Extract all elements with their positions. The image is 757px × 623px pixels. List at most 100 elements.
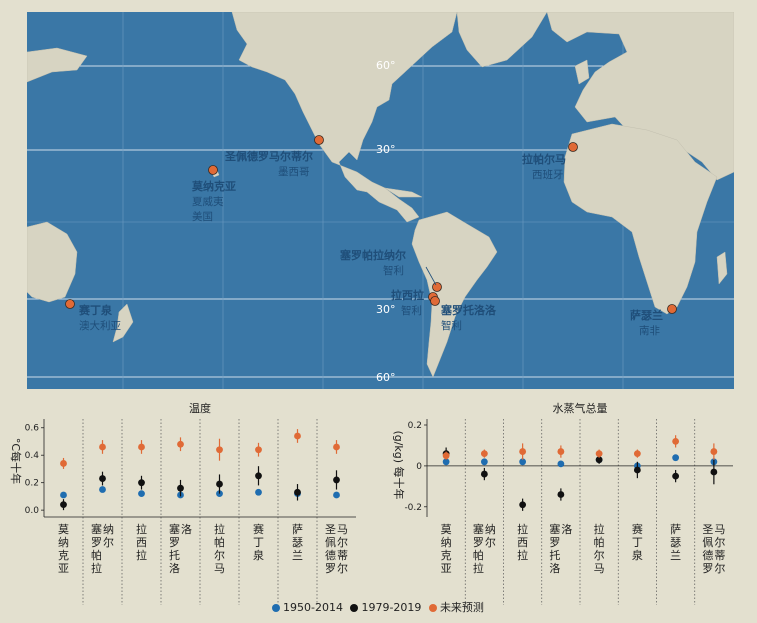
data-point (99, 443, 106, 451)
category-label: 塞罗托洛洛 (549, 522, 572, 575)
paranal-leader-line (425, 266, 437, 286)
water-vapour-chart: 水蒸气总量(g/kg) 每十年-0.200.2莫纳克亚塞罗帕拉纳尔拉西拉塞罗托洛… (392, 401, 733, 605)
y-tick-label: -0.2 (404, 503, 422, 513)
category-label-char: 洛 (181, 522, 192, 536)
category-label-char: 兰 (292, 549, 303, 562)
site-sub-tololo: 智利 (441, 319, 462, 332)
data-point (216, 446, 223, 454)
legend-swatch (272, 604, 280, 612)
madagascar (716, 251, 728, 285)
category-label-char: 佩 (325, 535, 336, 549)
category-label-char: 罗 (549, 536, 560, 549)
site-label-san-pedro-martir: 圣佩德罗马尔蒂尔 (224, 149, 313, 163)
north-america (231, 12, 458, 223)
data-point (138, 443, 145, 451)
category-label-char: 德 (702, 548, 713, 562)
data-point (442, 452, 450, 460)
category-label-char: 帕 (91, 548, 102, 562)
legend-item-future: 未来预测 (428, 601, 484, 614)
category-label-char: 丁 (253, 536, 264, 549)
data-point (557, 448, 565, 455)
category-label: 塞罗帕拉 纳尔 (91, 522, 114, 575)
category-label-char: 尔 (337, 562, 348, 575)
category-label-char: 泉 (253, 548, 264, 562)
category-label-char: 纳 (58, 536, 69, 549)
legend: 1950-2014 1979-2019 未来预测 (272, 599, 488, 615)
category-label-char: 罗 (169, 536, 180, 549)
site-sub-san-pedro-martir: 墨西哥 (278, 166, 310, 178)
uk (574, 59, 590, 85)
site-label-tololo: 塞罗托洛洛 (440, 303, 497, 317)
world-map: 60° 30° 30° 60° 赛丁泉 澳大利亚 莫纳克亚 夏威夷 美国 圣佩德… (27, 12, 734, 389)
category-label-char: 圣 (325, 523, 336, 536)
category-label-char: 拉 (517, 548, 528, 562)
category-label: 塞罗托洛洛 (169, 522, 192, 575)
marker-paranal[interactable] (432, 282, 442, 292)
y-tick-label: 0 (416, 462, 422, 472)
category-label-char: 西 (517, 536, 528, 549)
site-sub-la-silla: 智利 (401, 304, 422, 317)
marker-siding-spring[interactable] (65, 299, 75, 309)
data-point (333, 491, 340, 499)
data-point (99, 486, 106, 493)
data-point (672, 437, 680, 445)
category-label-char: 拉 (136, 548, 147, 562)
data-point (177, 484, 184, 492)
category-label-char: 兰 (670, 549, 681, 562)
category-label-char: 丁 (632, 536, 643, 549)
category-label: 萨瑟兰 (292, 523, 303, 562)
category-label-char: 赛 (253, 522, 264, 536)
cuba (384, 187, 423, 198)
category-label-char: 赛 (632, 522, 643, 536)
site-markers (65, 135, 677, 314)
site-label-la-palma: 拉帕尔马 (522, 152, 566, 166)
category-label-char: 帕 (473, 548, 484, 562)
y-axis-label: °C每十年 (9, 438, 23, 484)
category-label-char: 萨 (292, 523, 303, 536)
category-label-char: 西 (136, 536, 147, 549)
chart-title: 温度 (189, 401, 211, 415)
category-label-char: 蒂 (714, 549, 725, 562)
marker-san-pedro-martir[interactable] (314, 135, 324, 145)
marker-sutherland[interactable] (667, 304, 677, 314)
category-label: 萨瑟兰 (670, 523, 681, 562)
marker-tololo[interactable] (430, 296, 440, 306)
data-point (519, 501, 527, 509)
data-point (177, 440, 184, 448)
category-label: 拉帕尔马 (594, 522, 605, 575)
data-point (557, 491, 565, 498)
y-tick-label: 0.4 (25, 451, 40, 461)
data-point (633, 466, 641, 474)
category-label-char: 尔 (214, 549, 225, 562)
data-point (595, 456, 603, 464)
marker-la-palma[interactable] (568, 142, 578, 152)
australia (27, 221, 78, 303)
category-label-char: 纳 (485, 523, 496, 536)
category-label-char: 尔 (594, 549, 605, 562)
category-label-char: 瑟 (670, 536, 681, 549)
category-label: 圣佩德罗 马尔蒂尔 (702, 523, 725, 575)
greenland (456, 12, 548, 68)
data-point (255, 488, 262, 496)
marker-mauna-kea[interactable] (208, 165, 218, 175)
lat-label-30n: 30° (376, 143, 396, 156)
legend-swatch (428, 604, 437, 612)
data-point (60, 460, 67, 467)
data-point (672, 454, 680, 462)
category-label-char: 塞 (91, 522, 102, 536)
alaska (27, 47, 88, 83)
lat-label-60s: 60° (376, 371, 396, 384)
category-label: 赛丁泉 (632, 522, 643, 562)
legend-item-1950-2014: 1950-2014 (272, 601, 343, 614)
data-point (333, 443, 340, 451)
data-point (60, 491, 67, 499)
category-label-char: 罗 (473, 536, 484, 549)
category-label-char: 泉 (632, 548, 643, 562)
category-label-char: 马 (337, 523, 348, 536)
category-label-char: 拉 (517, 522, 528, 536)
data-point (442, 458, 450, 466)
data-point (255, 446, 262, 454)
y-tick-label: 0.2 (408, 421, 422, 431)
data-point (519, 448, 527, 455)
